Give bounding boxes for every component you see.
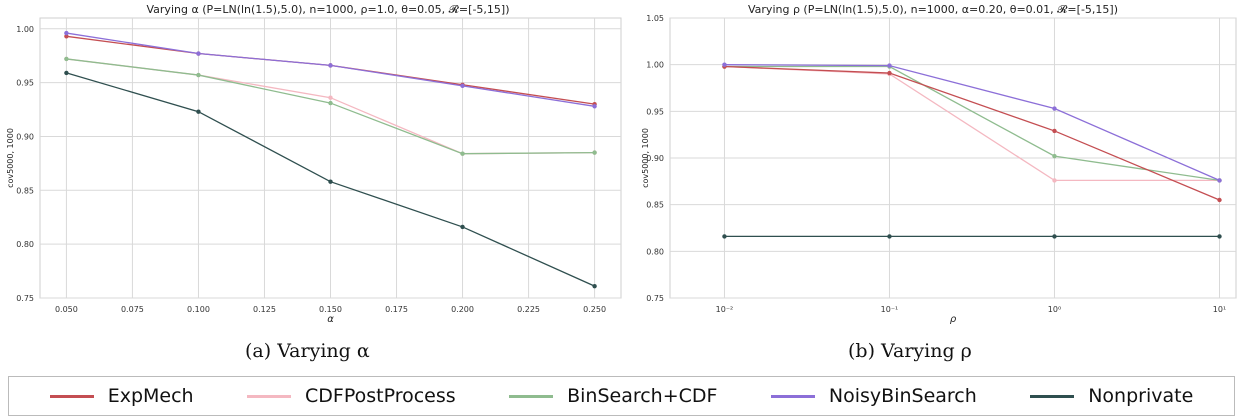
y-tick-label: 1.00 <box>646 61 664 70</box>
caption-a: (a) Varying α <box>245 340 370 362</box>
data-point <box>196 72 201 78</box>
data-point <box>592 283 597 289</box>
legend-swatch <box>49 394 94 398</box>
y-tick-label: 0.95 <box>16 79 34 88</box>
x-axis-label: ρ <box>950 314 957 325</box>
data-point <box>328 95 333 100</box>
data-point <box>1217 178 1222 183</box>
data-point <box>196 109 201 114</box>
x-tick-label: 0.225 <box>517 305 540 314</box>
data-point <box>64 56 69 62</box>
legend-label: CDFPostProcess <box>305 385 456 407</box>
legend-item-nonprivate: Nonprivate <box>1030 385 1193 407</box>
data-point <box>1052 153 1057 159</box>
data-point <box>592 104 597 109</box>
data-point <box>887 234 892 239</box>
y-tick-label: 0.80 <box>646 247 664 256</box>
series-line-noisybinsearch <box>724 64 1220 181</box>
x-tick-label: 0.075 <box>121 305 144 314</box>
legend-item-binsearch-cdf: BinSearch+CDF <box>509 385 717 407</box>
data-point <box>460 151 465 156</box>
x-tick-label: 0.200 <box>451 305 474 314</box>
legend-swatch <box>509 394 554 398</box>
y-tick-label: 0.90 <box>16 132 34 141</box>
legend: ExpMech CDFPostProcess BinSearch+CDF Noi… <box>8 376 1235 416</box>
data-point <box>1052 106 1057 111</box>
y-tick-label: 0.85 <box>646 201 664 210</box>
y-tick-label: 0.75 <box>16 294 34 303</box>
legend-swatch <box>1030 394 1075 398</box>
y-tick-label: 1.00 <box>16 25 34 34</box>
x-tick-label: 0.100 <box>187 305 210 314</box>
figure-svg: 0.75 0.80 0.85 0.90 0.95 1.00 0.050 0.075 0.100 0… <box>6 3 1237 325</box>
x-tick-label: 10¹ <box>1213 305 1226 314</box>
data-point <box>722 234 727 239</box>
legend-item-expmech: ExpMech <box>49 385 194 407</box>
legend-item-noisybinsearch: NoisyBinSearch <box>770 385 977 407</box>
data-point <box>460 83 465 89</box>
data-point <box>1052 128 1057 134</box>
data-point <box>460 224 465 230</box>
x-tick-label: 10⁰ <box>1048 305 1061 314</box>
chart-title: Varying α (P=LN(ln(1.5),5.0), n=1000, ρ=… <box>147 3 510 16</box>
y-tick-label: 0.75 <box>646 294 664 303</box>
y-axis-label: cov5000, 1000 <box>641 128 650 188</box>
legend-label: BinSearch+CDF <box>567 385 718 407</box>
y-tick-label: 0.90 <box>646 154 664 163</box>
x-axis-label: α <box>327 314 334 325</box>
data-point <box>887 70 892 76</box>
y-tick-label: 0.95 <box>646 107 664 116</box>
caption-b: (b) Varying ρ <box>848 340 972 362</box>
data-point <box>1217 197 1222 203</box>
x-tick-label: 0.250 <box>583 305 606 314</box>
x-tick-label: 10⁻² <box>716 305 734 314</box>
y-axis-label: cov5000, 1000 <box>6 128 15 188</box>
legend-swatch <box>770 394 815 398</box>
x-tick-label: 0.150 <box>319 305 342 314</box>
series-line-binsearch-cdf <box>724 65 1220 182</box>
legend-label: Nonprivate <box>1088 385 1194 407</box>
y-tick-label: 0.85 <box>16 186 34 195</box>
legend-item-cdfpostprocess: CDFPostProcess <box>247 385 456 407</box>
y-tick-label: 1.05 <box>646 14 664 23</box>
data-point <box>328 179 333 184</box>
data-point <box>64 30 69 36</box>
x-tick-label: 10⁻¹ <box>881 305 899 314</box>
data-point <box>887 63 892 68</box>
x-tick-label: 0.125 <box>253 305 276 314</box>
chart-title: Varying ρ (P=LN(ln(1.5),5.0), n=1000, α=… <box>748 3 1118 16</box>
data-point <box>1052 178 1057 183</box>
data-point <box>592 150 597 155</box>
series-line-expmech <box>724 65 1220 201</box>
y-tick-label: 0.80 <box>16 240 34 249</box>
data-point <box>328 63 333 68</box>
x-tick-label: 0.050 <box>55 305 78 314</box>
data-point <box>196 51 201 56</box>
data-point <box>328 100 333 106</box>
data-point <box>1217 234 1222 239</box>
data-point <box>1052 234 1057 239</box>
data-point <box>722 62 727 67</box>
legend-label: NoisyBinSearch <box>828 385 977 407</box>
data-point <box>64 70 69 76</box>
legend-label: ExpMech <box>107 385 194 407</box>
legend-swatch <box>247 394 292 398</box>
data-point <box>64 34 69 39</box>
x-tick-label: 0.175 <box>385 305 408 314</box>
